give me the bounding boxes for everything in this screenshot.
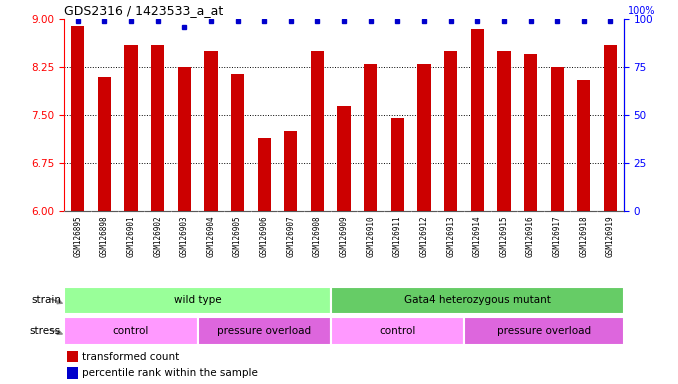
Bar [204,51,218,211]
FancyBboxPatch shape [64,286,331,314]
Text: Gata4 heterozygous mutant: Gata4 heterozygous mutant [404,295,551,306]
Bar [151,45,164,211]
Text: GSM126911: GSM126911 [393,215,402,257]
Bar [524,55,537,211]
Text: GDS2316 / 1423533_a_at: GDS2316 / 1423533_a_at [64,3,224,17]
Text: wild type: wild type [174,295,222,306]
FancyBboxPatch shape [331,317,464,345]
Text: stress: stress [30,326,61,336]
Bar [604,45,617,211]
Bar [67,351,79,362]
Text: GSM126913: GSM126913 [446,215,455,257]
Bar [311,51,324,211]
Bar [338,106,351,211]
FancyBboxPatch shape [464,317,624,345]
Bar [471,29,484,211]
Bar [497,51,511,211]
Text: GSM126912: GSM126912 [420,215,428,257]
Text: percentile rank within the sample: percentile rank within the sample [82,368,258,378]
Bar [444,51,457,211]
Text: GSM126906: GSM126906 [260,215,268,257]
Text: GSM126901: GSM126901 [127,215,136,257]
Text: pressure overload: pressure overload [217,326,311,336]
Bar [231,74,244,211]
Bar [98,77,111,211]
Bar [258,137,271,211]
Text: pressure overload: pressure overload [497,326,591,336]
Text: GSM126895: GSM126895 [73,215,82,257]
Bar [418,64,431,211]
Text: strain: strain [31,295,61,306]
Text: GSM126915: GSM126915 [500,215,508,257]
Text: GSM126902: GSM126902 [153,215,162,257]
FancyBboxPatch shape [64,317,197,345]
FancyBboxPatch shape [197,317,331,345]
Text: 100%: 100% [628,7,656,17]
Text: GSM126907: GSM126907 [286,215,296,257]
Text: GSM126898: GSM126898 [100,215,109,257]
Text: GSM126904: GSM126904 [206,215,216,257]
Text: control: control [113,326,149,336]
Bar [551,67,564,211]
Bar [577,80,591,211]
Text: GSM126917: GSM126917 [553,215,561,257]
Bar [178,67,191,211]
Text: GSM126905: GSM126905 [233,215,242,257]
Bar [364,64,378,211]
Text: GSM126916: GSM126916 [526,215,535,257]
Text: GSM126903: GSM126903 [180,215,188,257]
Text: GSM126910: GSM126910 [366,215,375,257]
Text: GSM126909: GSM126909 [340,215,348,257]
Text: transformed count: transformed count [82,352,180,362]
Text: control: control [379,326,416,336]
FancyBboxPatch shape [331,286,624,314]
Text: GSM126914: GSM126914 [473,215,482,257]
Bar [67,367,79,379]
Text: GSM126908: GSM126908 [313,215,322,257]
Text: GSM126919: GSM126919 [606,215,615,257]
Text: GSM126918: GSM126918 [579,215,589,257]
Bar [284,131,298,211]
Bar [391,118,404,211]
Bar [124,45,138,211]
Bar [71,26,84,211]
